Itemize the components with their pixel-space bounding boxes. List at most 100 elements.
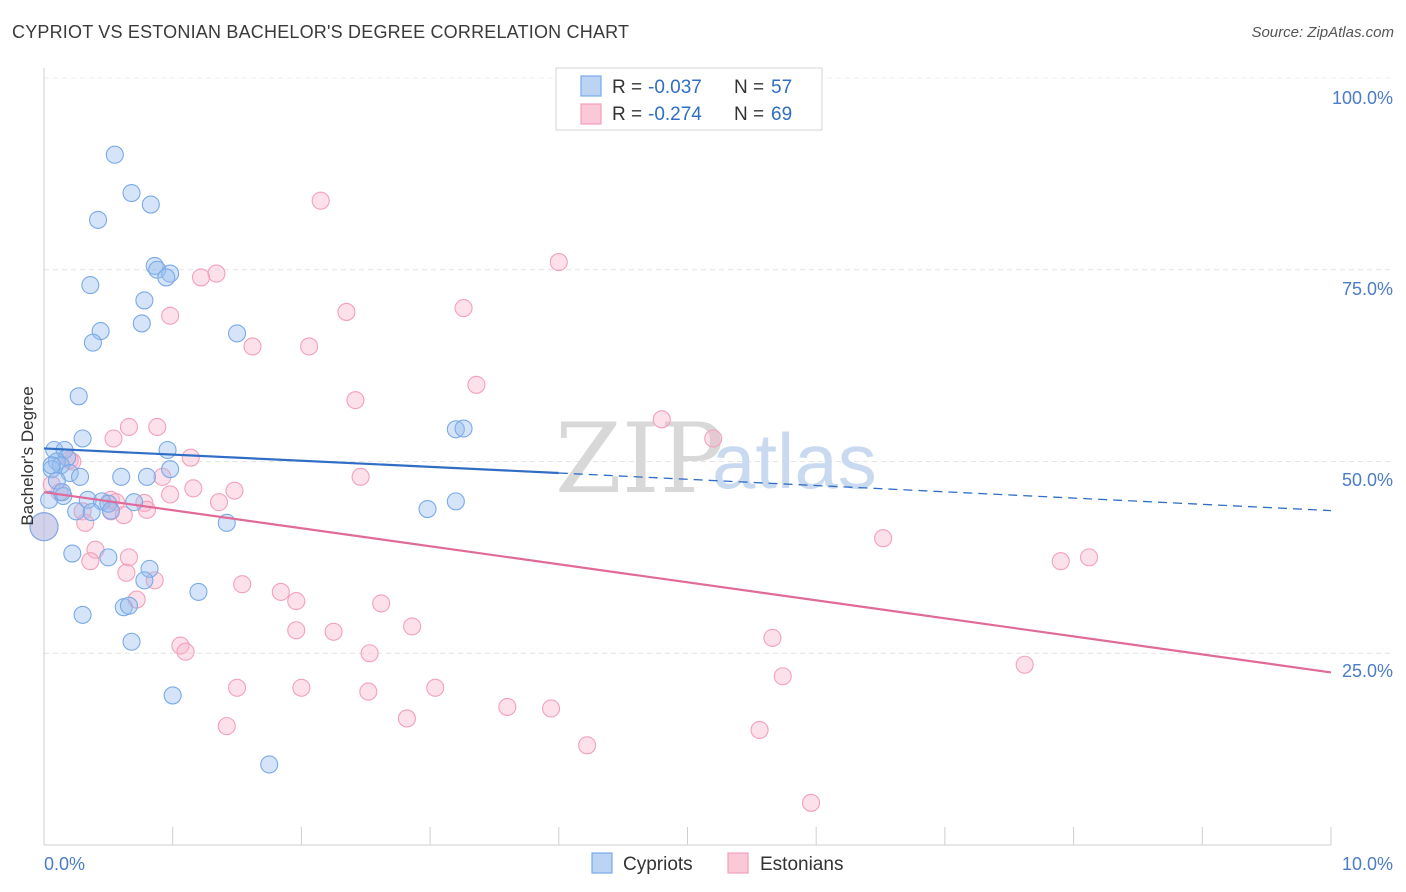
cypriot-point [119, 596, 138, 615]
estonian-point [145, 571, 164, 590]
estonian-point [1051, 552, 1070, 571]
cypriot-point [83, 333, 102, 352]
y-tick-100: 100.0% [1332, 88, 1393, 108]
x-tick-0: 0.0% [44, 854, 85, 874]
x-tick-10: 10.0% [1342, 854, 1393, 874]
estonian-point [119, 548, 138, 567]
cypriots-points [29, 145, 473, 774]
legend-n-label-2: N = [734, 104, 764, 125]
bottom-swatch-estonians [727, 852, 749, 874]
estonian-point [360, 644, 379, 663]
cypriot-point [73, 605, 92, 624]
cypriot-point [70, 467, 90, 486]
series-legend: Cypriots Estonians [591, 852, 843, 875]
estonian-point [161, 306, 180, 325]
source-label: Source: ZipAtlas.com [1251, 24, 1394, 41]
cypriot-point [73, 429, 92, 448]
cypriot-point [135, 571, 154, 590]
cypriot-point [105, 145, 124, 164]
cypriot-point [454, 419, 473, 438]
estonian-point [225, 481, 244, 500]
estonian-point [652, 410, 671, 429]
estonian-point [181, 448, 200, 467]
y-tick-75: 75.0% [1342, 279, 1393, 299]
estonian-point [311, 191, 330, 210]
cypriot-point [82, 503, 101, 522]
estonian-point [802, 793, 821, 812]
cypriot-point [418, 500, 437, 519]
estonian-point [324, 622, 343, 641]
bottom-label-estonians: Estonians [760, 854, 843, 875]
cypriot-point [135, 291, 154, 310]
cypriot-point [47, 471, 66, 490]
cypriots-trend-solid [43, 447, 559, 475]
chart-title: CYPRIOT VS ESTONIAN BACHELOR'S DEGREE CO… [12, 22, 630, 42]
estonian-point [337, 302, 356, 321]
cypriot-point [446, 492, 465, 511]
cypriot-point [161, 460, 180, 479]
estonian-point [397, 709, 416, 728]
cypriot-point [122, 184, 141, 203]
cypriot-point [69, 387, 88, 406]
cypriot-point [446, 420, 465, 439]
trend-lines [43, 447, 1332, 674]
legend-swatch-cypriots [580, 75, 602, 97]
estonian-point [578, 736, 597, 755]
estonian-point [346, 391, 365, 410]
estonian-point [874, 529, 893, 548]
estonian-point [81, 552, 100, 571]
cypriot-point [189, 582, 208, 601]
x-ticks [43, 827, 1332, 845]
legend-n-value-1: 57 [771, 77, 792, 98]
estonian-point [161, 485, 180, 504]
estonian-point [207, 264, 226, 283]
cypriot-point [101, 501, 120, 520]
estonian-point [209, 493, 229, 512]
estonian-point [287, 621, 306, 640]
cypriot-point [67, 502, 86, 521]
estonian-point [287, 592, 306, 611]
estonians-trend [43, 491, 1332, 674]
estonian-point [119, 417, 138, 437]
estonian-point [191, 268, 211, 287]
cypriot-point [228, 324, 247, 343]
grid-lines [44, 77, 1393, 654]
estonian-point [403, 617, 422, 636]
estonian-point [153, 467, 172, 486]
estonian-point [184, 479, 203, 498]
estonian-point [300, 337, 319, 356]
estonian-point [549, 253, 568, 272]
cypriot-point [42, 456, 61, 475]
legend-r-value-2: -0.274 [648, 104, 702, 125]
bottom-swatch-cypriots [591, 852, 613, 874]
estonian-point [498, 697, 517, 716]
estonian-point [359, 682, 378, 701]
estonian-point [292, 678, 311, 697]
cypriot-point [260, 755, 279, 774]
legend-swatch-estonians [580, 103, 602, 125]
y-tick-25: 25.0% [1342, 661, 1393, 681]
y-tick-50: 50.0% [1342, 470, 1393, 490]
legend-n-label-1: N = [734, 77, 764, 98]
estonian-point [176, 642, 195, 661]
estonian-point [750, 720, 769, 740]
cypriot-point [99, 548, 118, 567]
cypriot-point [140, 559, 159, 578]
estonian-point [233, 575, 252, 594]
watermark-zip: ZIP [555, 403, 724, 515]
correlation-legend: R = -0.037 N = 57 R = -0.274 N = 69 [555, 67, 823, 131]
cypriots-trend-dashed [558, 472, 1332, 512]
watermark-atlas: atlas [712, 417, 877, 505]
estonian-point [243, 337, 262, 356]
estonian-point [148, 417, 167, 437]
cypriot-point [163, 686, 182, 705]
estonian-point [351, 467, 370, 486]
cypriot-point [122, 632, 141, 651]
estonian-point [542, 699, 561, 718]
cypriot-point [141, 195, 160, 214]
estonian-point [773, 667, 792, 686]
legend-r-label-1: R = [612, 77, 642, 98]
estonian-point [228, 678, 247, 697]
estonians-points [29, 191, 1099, 812]
estonian-point [104, 429, 123, 448]
